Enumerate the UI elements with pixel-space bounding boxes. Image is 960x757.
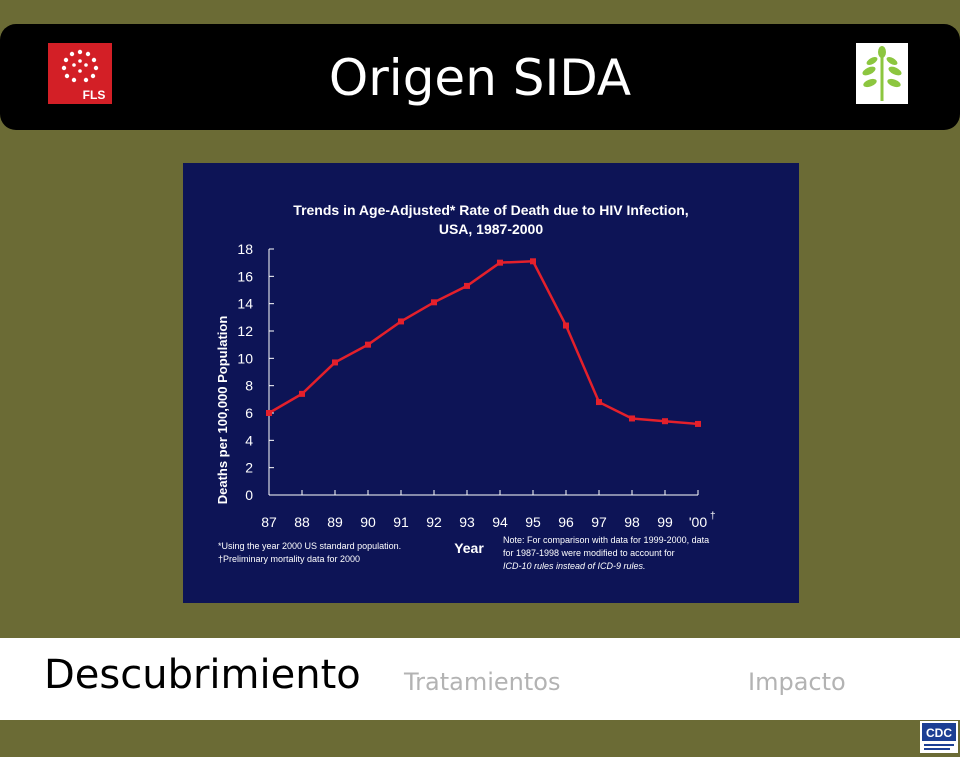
nav-item-impacto[interactable]: Impacto	[748, 668, 846, 696]
series-line	[268, 260, 699, 426]
x-tick-label: 99	[657, 514, 673, 530]
bottom-nav-bar	[0, 638, 960, 720]
fls-logo-text: FLS	[83, 88, 106, 102]
y-tick-label: 6	[245, 405, 253, 421]
note-line-1: Note: For comparison with data for 1999-…	[503, 535, 709, 545]
x-tick-label: 94	[492, 514, 508, 530]
x-tick-label: 89	[327, 514, 343, 530]
note-line-3: ICD-10 rules instead of ICD-9 rules.	[503, 561, 646, 571]
chart-panel: Trends in Age-Adjusted* Rate of Death du…	[183, 163, 958, 753]
data-point	[497, 259, 503, 266]
note-line-2: for 1987-1998 were modified to account f…	[503, 548, 675, 558]
data-point	[431, 299, 437, 306]
y-tick-label: 18	[237, 241, 253, 257]
y-tick-label: 12	[237, 323, 253, 339]
x-tick-label: 88	[294, 514, 310, 530]
data-point	[332, 359, 338, 366]
data-point	[662, 418, 668, 425]
data-point	[398, 318, 404, 325]
cdc-logo-text: CDC	[926, 726, 952, 740]
chart-title: Trends in Age-Adjusted* Rate of Death du…	[293, 202, 688, 218]
x-tick-dagger: †	[710, 511, 716, 522]
x-tick-label: 90	[360, 514, 376, 530]
data-point	[596, 399, 602, 406]
data-point	[365, 341, 371, 348]
footnote-2: †Preliminary mortality data for 2000	[218, 554, 360, 564]
data-point	[266, 410, 272, 416]
title-bar	[0, 24, 960, 130]
y-tick-label: 4	[245, 432, 253, 448]
x-tick-label: 93	[459, 514, 475, 530]
data-point	[464, 282, 470, 289]
y-tick-label: 10	[237, 350, 253, 366]
chart-subtitle: USA, 1987-2000	[439, 221, 544, 237]
fls-logo: FLS	[48, 43, 112, 104]
footnote-1: *Using the year 2000 US standard populat…	[218, 541, 401, 551]
cdc-logo: CDC	[920, 721, 958, 753]
x-axis-label: Year	[454, 540, 484, 556]
nav-item-tratamientos[interactable]: Tratamientos	[404, 668, 561, 696]
data-point	[563, 322, 569, 329]
data-point	[695, 420, 701, 427]
slide-title: Origen SIDA	[328, 49, 632, 107]
data-point	[299, 390, 305, 397]
x-tick-label: '00	[689, 514, 707, 530]
x-tick-label: 96	[558, 514, 574, 530]
x-tick-label: 98	[624, 514, 640, 530]
plant-sprout-icon	[856, 43, 908, 104]
x-tick-label: 95	[525, 514, 541, 530]
data-point	[629, 415, 635, 422]
y-tick-label: 14	[237, 296, 253, 312]
nav-item-descubrimiento[interactable]: Descubrimiento	[44, 652, 361, 698]
x-tick-label: 97	[591, 514, 607, 530]
data-point	[530, 258, 536, 265]
y-tick-label: 0	[245, 487, 253, 503]
y-tick-label: 2	[245, 460, 253, 476]
y-tick-label: 8	[245, 378, 253, 394]
x-tick-label: 91	[393, 514, 409, 530]
x-tick-label: 87	[261, 514, 277, 530]
x-tick-label: 92	[426, 514, 442, 530]
y-tick-label: 16	[237, 268, 253, 284]
y-axis-label: Deaths per 100,000 Population	[215, 316, 230, 505]
death-rate-line-chart: Trends in Age-Adjusted* Rate of Death du…	[215, 202, 716, 571]
